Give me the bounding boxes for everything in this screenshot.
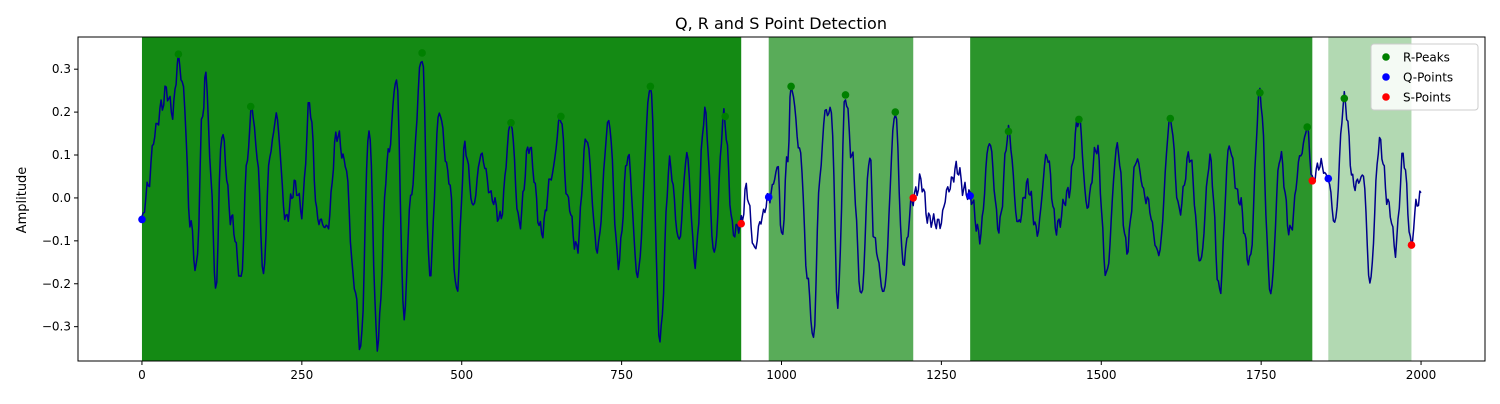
shaded-regions xyxy=(141,37,1412,361)
r-peaks-marker-1 xyxy=(174,50,183,58)
s-points-marker-3 xyxy=(1308,177,1317,185)
marker-layer xyxy=(138,49,1416,249)
q-points-marker-1 xyxy=(138,215,146,224)
chart-title: Q, R and S Point Detection xyxy=(675,14,887,33)
r-peaks-marker-8 xyxy=(787,82,795,91)
signal-layer xyxy=(141,52,1422,352)
r-peaks-marker-4 xyxy=(507,119,515,127)
r-peaks-marker-16 xyxy=(1340,94,1349,103)
x-tick-label: 2000 xyxy=(1406,368,1437,382)
r-peaks-marker-6 xyxy=(646,82,655,91)
s-points-marker-4 xyxy=(1407,241,1416,249)
x-tick-label: 0 xyxy=(138,368,146,382)
r-peaks-marker-5 xyxy=(557,112,565,121)
s-points-marker-1 xyxy=(737,219,745,228)
x-tick-label: 750 xyxy=(610,368,633,382)
x-tick-label: 1750 xyxy=(1246,368,1277,382)
y-axis-label: Amplitude xyxy=(15,167,30,234)
y-tick-label: −0.2 xyxy=(42,277,71,291)
r-peaks-marker-12 xyxy=(1075,115,1083,124)
x-tick-label: 1500 xyxy=(1086,368,1117,382)
y-tick-label: −0.3 xyxy=(42,320,71,334)
shaded-region-1 xyxy=(141,37,742,361)
legend: R-Peaks Q-Points S-Points xyxy=(1370,43,1479,111)
x-tick-label: 500 xyxy=(450,368,473,382)
r-peaks-marker-13 xyxy=(1166,114,1175,123)
r-peaks-marker-3 xyxy=(418,49,426,57)
r-peaks-marker-9 xyxy=(841,91,850,99)
r-peaks-marker-10 xyxy=(891,108,900,116)
legend-s-points-label: S-Points xyxy=(1403,91,1451,105)
y-axis: −0.3 −0.2 −0.1 0.0 0.1 0.2 0.3 xyxy=(42,62,78,334)
r-peaks-marker-15 xyxy=(1303,123,1311,131)
x-tick-label: 1000 xyxy=(766,368,797,382)
y-tick-label: 0.1 xyxy=(52,148,71,162)
x-tick-label: 1250 xyxy=(926,368,957,382)
legend-box xyxy=(1370,43,1479,111)
x-axis: 0 250 500 750 1000 1250 1500 1750 2000 xyxy=(138,361,1436,382)
r-peaks-marker-14 xyxy=(1256,89,1264,97)
q-points-marker-3 xyxy=(966,192,974,200)
r-peaks-marker-2 xyxy=(246,102,255,111)
legend-q-points-label: Q-Points xyxy=(1403,71,1453,85)
r-peaks-marker-11 xyxy=(1004,127,1013,136)
shaded-region-3 xyxy=(970,37,1313,361)
y-tick-label: 0.3 xyxy=(52,62,71,76)
q-points-marker-4 xyxy=(1324,174,1333,183)
y-tick-label: −0.1 xyxy=(42,234,71,248)
r-peaks-marker-7 xyxy=(721,112,729,121)
y-tick-label: 0.2 xyxy=(52,105,71,119)
legend-q-points-swatch xyxy=(1382,73,1390,81)
x-tick-label: 250 xyxy=(290,368,313,382)
y-tick-label: 0.0 xyxy=(52,191,71,205)
legend-r-peaks-swatch xyxy=(1382,53,1390,61)
ecg-signal-line xyxy=(141,52,1422,352)
legend-s-points-swatch xyxy=(1382,93,1390,101)
legend-r-peaks-label: R-Peaks xyxy=(1403,51,1450,65)
q-points-marker-2 xyxy=(764,193,773,201)
s-points-marker-2 xyxy=(909,194,917,202)
